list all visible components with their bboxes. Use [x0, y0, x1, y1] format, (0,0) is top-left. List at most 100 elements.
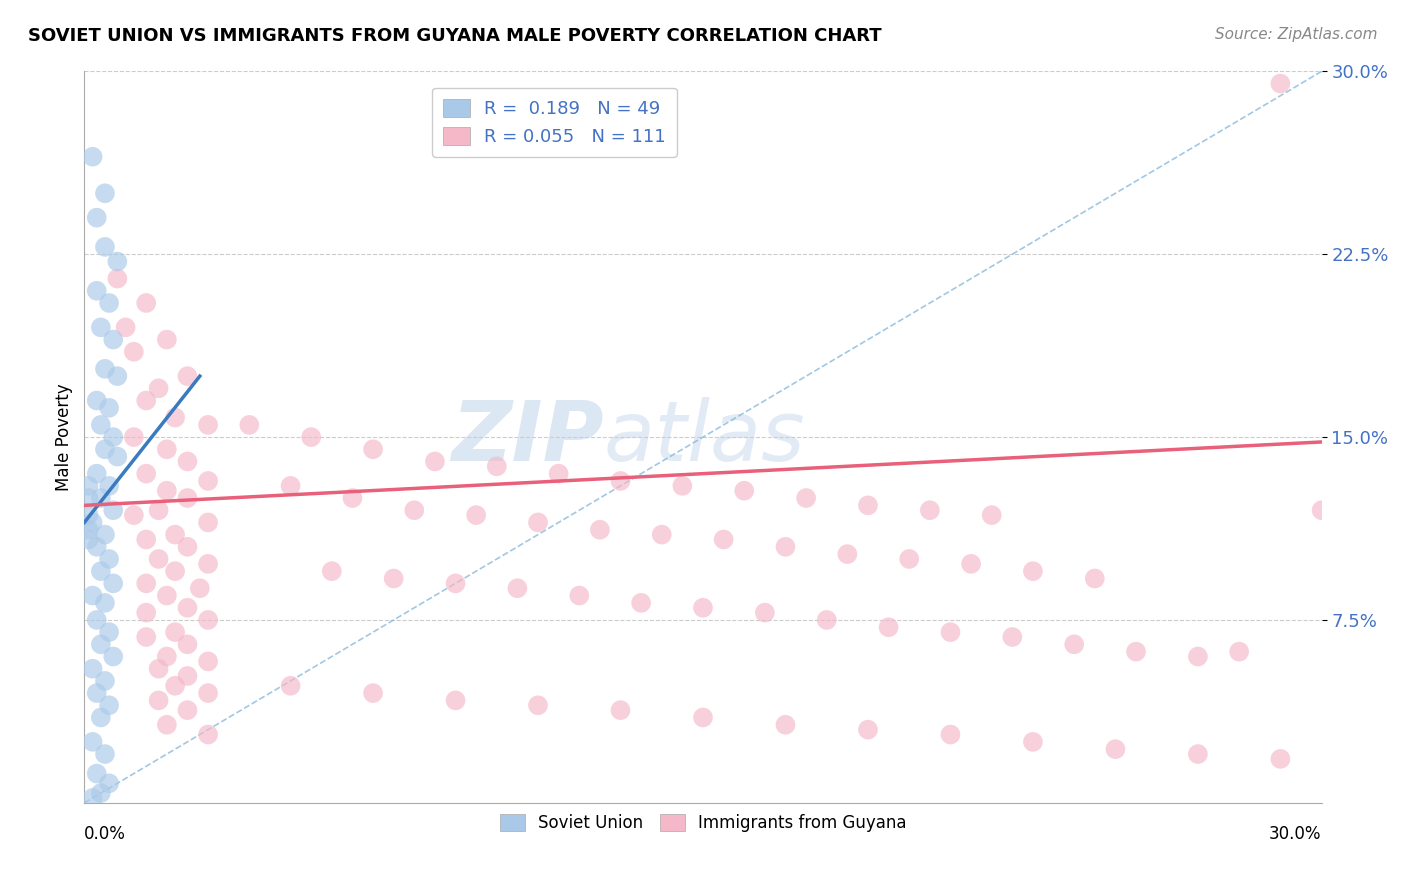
Point — [77, 508, 100, 522]
Point — [156, 718, 179, 732]
Point — [1187, 747, 1209, 761]
Point — [197, 654, 219, 668]
Point — [342, 491, 364, 505]
Point — [90, 564, 112, 578]
Point — [506, 581, 529, 595]
Point — [165, 527, 187, 541]
Point — [1270, 752, 1292, 766]
Point — [444, 693, 467, 707]
Point — [238, 417, 260, 432]
Point — [94, 596, 117, 610]
Point — [939, 727, 962, 741]
Point — [77, 533, 100, 547]
Point — [94, 361, 117, 376]
Point — [77, 491, 100, 505]
Point — [188, 581, 211, 595]
Point — [86, 540, 108, 554]
Point — [105, 254, 128, 268]
Point — [94, 527, 117, 541]
Point — [176, 669, 198, 683]
Point — [98, 552, 121, 566]
Point — [692, 600, 714, 615]
Point — [98, 698, 121, 713]
Point — [609, 703, 631, 717]
Point — [197, 474, 219, 488]
Point — [86, 393, 108, 408]
Point — [547, 467, 569, 481]
Point — [671, 479, 693, 493]
Point — [165, 625, 187, 640]
Point — [122, 508, 145, 522]
Point — [197, 557, 219, 571]
Point — [176, 454, 198, 468]
Point — [165, 410, 187, 425]
Point — [86, 211, 108, 225]
Point — [82, 735, 104, 749]
Point — [404, 503, 426, 517]
Point — [82, 662, 104, 676]
Point — [98, 479, 121, 493]
Point — [280, 479, 302, 493]
Point — [98, 776, 121, 790]
Point — [197, 613, 219, 627]
Text: SOVIET UNION VS IMMIGRANTS FROM GUYANA MALE POVERTY CORRELATION CHART: SOVIET UNION VS IMMIGRANTS FROM GUYANA M… — [28, 27, 882, 45]
Point — [103, 649, 125, 664]
Point — [382, 572, 405, 586]
Point — [90, 710, 112, 724]
Point — [527, 516, 550, 530]
Point — [1022, 735, 1045, 749]
Point — [105, 271, 128, 285]
Point — [1063, 637, 1085, 651]
Point — [321, 564, 343, 578]
Point — [960, 557, 983, 571]
Point — [939, 625, 962, 640]
Point — [90, 637, 112, 651]
Point — [135, 606, 157, 620]
Point — [713, 533, 735, 547]
Point — [94, 240, 117, 254]
Text: atlas: atlas — [605, 397, 806, 477]
Point — [94, 747, 117, 761]
Point — [898, 552, 921, 566]
Point — [197, 417, 219, 432]
Point — [148, 381, 170, 395]
Point — [98, 401, 121, 415]
Point — [176, 540, 198, 554]
Point — [1187, 649, 1209, 664]
Point — [135, 296, 157, 310]
Point — [148, 693, 170, 707]
Point — [775, 718, 797, 732]
Point — [423, 454, 446, 468]
Point — [837, 547, 859, 561]
Point — [609, 474, 631, 488]
Point — [165, 564, 187, 578]
Point — [1227, 645, 1250, 659]
Point — [114, 320, 136, 334]
Point — [775, 540, 797, 554]
Point — [361, 442, 384, 457]
Point — [197, 516, 219, 530]
Point — [1001, 630, 1024, 644]
Point — [82, 589, 104, 603]
Point — [165, 679, 187, 693]
Point — [148, 662, 170, 676]
Point — [156, 333, 179, 347]
Point — [98, 296, 121, 310]
Point — [105, 369, 128, 384]
Point — [589, 523, 612, 537]
Point — [148, 503, 170, 517]
Point — [856, 723, 879, 737]
Point — [135, 393, 157, 408]
Point — [485, 459, 508, 474]
Y-axis label: Male Poverty: Male Poverty — [55, 384, 73, 491]
Point — [280, 679, 302, 693]
Point — [86, 686, 108, 700]
Point — [176, 369, 198, 384]
Point — [94, 186, 117, 201]
Point — [94, 673, 117, 688]
Point — [86, 284, 108, 298]
Point — [77, 523, 100, 537]
Point — [980, 508, 1002, 522]
Point — [82, 516, 104, 530]
Point — [156, 649, 179, 664]
